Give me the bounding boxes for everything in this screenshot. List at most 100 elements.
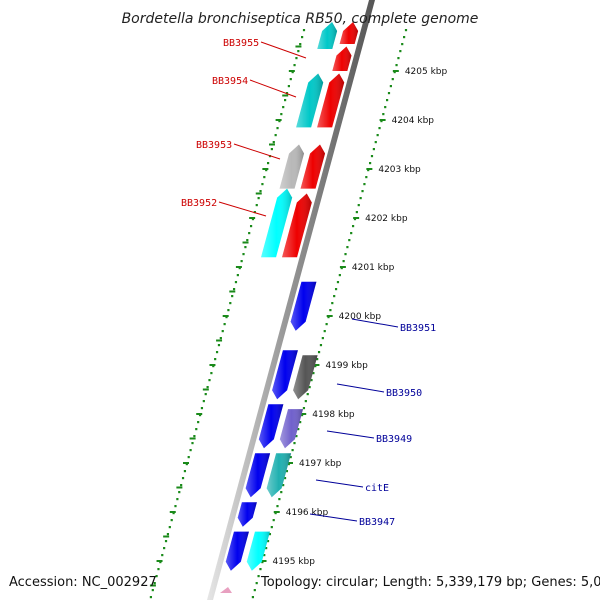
tick-label: 4204 kbp [392,116,435,126]
scale-dot [351,225,355,228]
scale-dot [321,337,324,340]
gene-feature-shade [317,73,345,128]
scale-dot [223,323,226,326]
scale-dot [274,134,277,137]
scale-dot [163,547,166,550]
scale-dot [231,295,234,298]
scale-dot [259,190,262,193]
scale-dot [268,533,272,536]
scale-dot [181,477,185,480]
leader-line [326,430,375,439]
scale-dot [214,358,217,361]
gene-feature-shade [258,404,284,449]
scale-dot [210,372,213,375]
gene-label: BB3950 [386,388,422,399]
scale-dot [151,589,154,592]
topology-text: Topology: circular; Length: 5,339,179 bp… [260,575,600,590]
scale-dot [189,449,192,452]
scale-dot [317,351,321,354]
scale-dot [187,456,190,459]
scale-dot [161,554,164,557]
gene-feature-shade [332,46,352,71]
scale-dot [266,540,270,543]
scale-dot [285,92,289,95]
gene-feature-shade [290,281,317,331]
scale-dot [153,582,156,585]
gene-label: BB3953 [196,140,232,151]
scale-dot [202,400,205,403]
scale-dot [348,239,351,242]
scale-dot [265,547,268,550]
scale-dot [185,463,188,466]
scale-dot [242,253,245,256]
scale-dot [287,85,290,88]
scale-dot [244,246,247,249]
leader-line [309,513,358,522]
leader-line [218,201,267,217]
scale-dot [265,169,268,172]
scale-dot [193,435,196,438]
gene-feature-shade [237,502,257,527]
scale-dot [342,260,345,263]
scale-dot [272,519,275,522]
tick-label: 4203 kbp [378,165,421,175]
scale-dot [261,561,264,564]
scale-dot [249,225,253,228]
tick-label: 4202 kbp [365,214,408,224]
gene-feature-shade [279,144,305,189]
gene-feature-shade [261,188,293,258]
scale-dot [327,316,330,319]
scale-dots-outer [251,29,408,599]
scale-dot [338,274,341,277]
gene-feature-shade [272,350,298,400]
scale-dot [314,365,317,368]
scale-dot [183,470,187,473]
leader-line [336,383,385,393]
gene-feature-shade [317,22,338,49]
scale-dot [172,512,175,515]
scale-dot [333,295,336,298]
tick-marks: 4205 kbp 4204 kbp 4203 kbp 4202 kbp 4201 kbp… [149,45,448,587]
scale-dot [157,568,160,571]
scale-dot [149,596,153,599]
scale-dot [255,204,258,207]
backbone [207,0,375,600]
tick-label: 4197 kbp [299,459,342,469]
scale-dot [174,505,177,508]
gene-labels: BB3955 BB3954 BB3953 BB3952 BB3951 BB3950 BB39… [181,38,436,528]
scale-dot [297,50,300,53]
scale-dot [359,197,362,200]
scale-dot [319,344,323,347]
scale-dot [346,246,349,249]
scale-dot [284,99,287,102]
scale-dot [355,211,358,214]
gene-feature-shade [293,355,318,400]
scale-dot [365,176,368,179]
scale-dot [251,218,255,221]
scale-dot [266,162,270,165]
scale-dot [301,36,304,39]
scale-dot [376,134,379,137]
map-title: Bordetella bronchiseptica RB50, complete… [122,11,479,27]
tick-label: 4201 kbp [352,263,395,273]
scale-dot [293,442,296,445]
scale-dot [197,421,200,424]
scale-dot [312,372,315,375]
accession-text: Accession: NC_002927 [9,575,157,590]
scale-dot [297,428,300,431]
scale-dot [325,323,328,326]
gene-feature-shade [282,193,312,258]
scale-dot [212,365,215,368]
leader-line [260,41,307,59]
scale-dot [191,442,194,445]
leader-line [233,143,281,160]
scale-dot [403,36,406,39]
scale-dot [259,568,262,571]
gene-feature-shade [339,22,359,45]
scale-dot [248,232,251,235]
gene-label: BB3947 [359,517,395,528]
scale-dot [200,407,204,410]
scale-dot [280,491,283,494]
scale-dot [295,435,298,438]
scale-dot [257,197,260,200]
